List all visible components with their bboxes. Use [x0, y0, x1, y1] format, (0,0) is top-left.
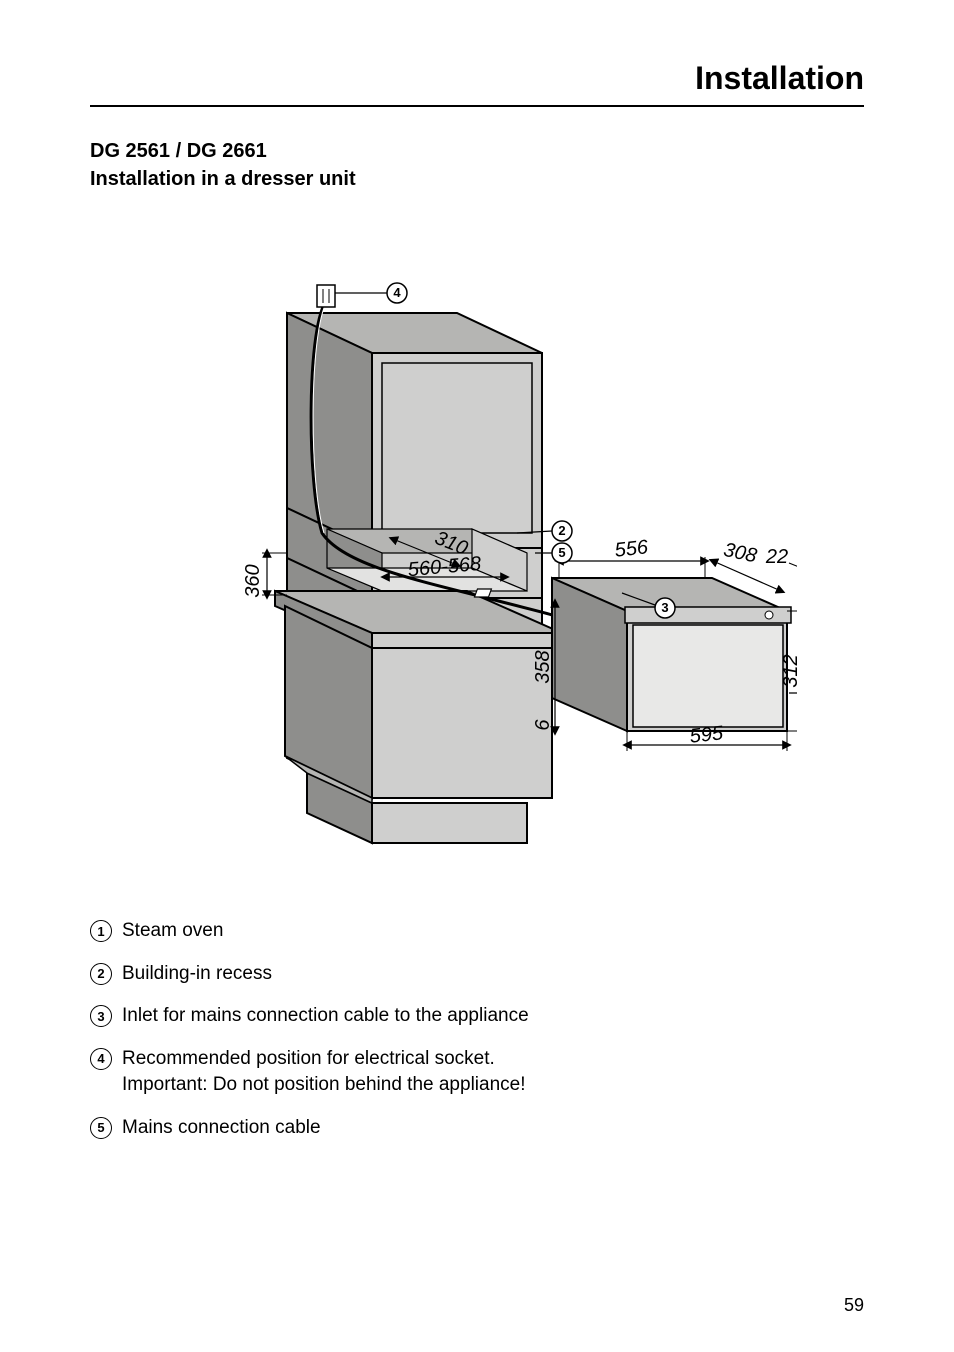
legend-item: 5 Mains connection cable [90, 1115, 864, 1142]
installation-diagram: 360 310 560-568 556 308 22 312 [90, 233, 864, 878]
legend-num: 5 [90, 1117, 112, 1139]
legend: 1 Steam oven 2 Building-in recess 3 Inle… [90, 918, 864, 1142]
dim-595: 595 [689, 722, 725, 747]
legend-item: 3 Inlet for mains connection cable to th… [90, 1003, 864, 1030]
legend-num: 1 [90, 920, 112, 942]
legend-text: Building-in recess [122, 961, 272, 988]
page-container: Installation DG 2561 / DG 2661 Installat… [0, 0, 954, 1352]
legend-item: 2 Building-in recess [90, 961, 864, 988]
model-line: DG 2561 / DG 2661 [90, 137, 864, 165]
legend-text: Inlet for mains connection cable to the … [122, 1003, 529, 1030]
dim-308: 308 [722, 539, 759, 567]
callout-5: 5 [558, 545, 565, 560]
callout-4: 4 [393, 285, 401, 300]
legend-item: 4 Recommended position for electrical so… [90, 1046, 864, 1099]
legend-num: 4 [90, 1048, 112, 1070]
section-subtitle: Installation in a dresser unit [90, 165, 864, 193]
section-heading: DG 2561 / DG 2661 Installation in a dres… [90, 137, 864, 193]
dim-22: 22 [765, 546, 788, 568]
dim-358: 358 [532, 650, 554, 683]
dim-556: 556 [614, 536, 650, 561]
legend-item: 1 Steam oven [90, 918, 864, 945]
legend-text: Mains connection cable [122, 1115, 321, 1142]
legend-text: Recommended position for electrical sock… [122, 1046, 526, 1099]
callout-3: 3 [661, 600, 668, 615]
legend-text: Steam oven [122, 918, 223, 945]
page-number: 59 [844, 1295, 864, 1316]
dim-6: 6 [532, 719, 554, 731]
dim-360: 360 [242, 564, 264, 597]
legend-num: 3 [90, 1005, 112, 1027]
page-title: Installation [90, 60, 864, 107]
legend-num: 2 [90, 963, 112, 985]
callout-2: 2 [558, 523, 565, 538]
dim-312: 312 [780, 654, 797, 687]
